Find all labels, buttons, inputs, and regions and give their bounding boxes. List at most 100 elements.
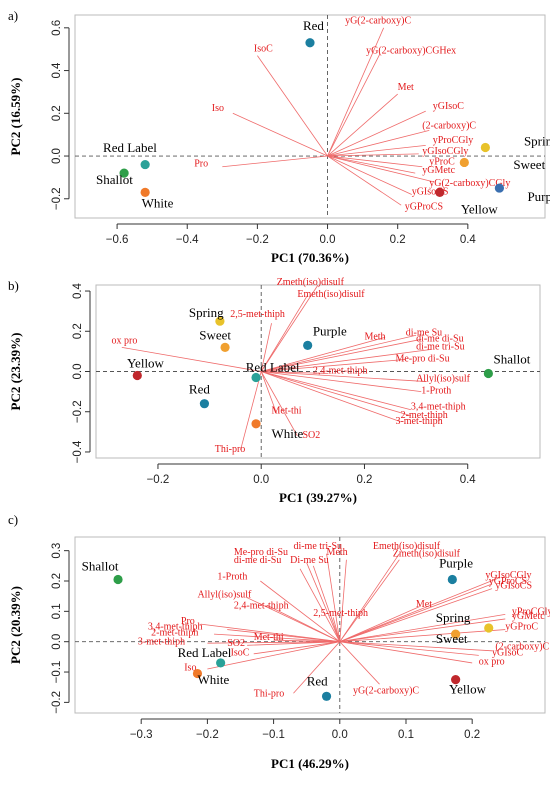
loading-vector bbox=[327, 93, 398, 157]
sample-point bbox=[119, 168, 129, 178]
plot-frame bbox=[74, 536, 546, 714]
loading-vector bbox=[261, 338, 422, 372]
loading-label: IsoC bbox=[254, 43, 273, 54]
loading-vector bbox=[327, 144, 426, 157]
loading-label: Me-pro di-Su bbox=[234, 547, 288, 558]
loading-label: SO2 bbox=[303, 430, 321, 441]
sample-label: Sweet bbox=[513, 157, 545, 172]
loading-label: Met bbox=[416, 599, 432, 610]
loading-vector bbox=[261, 336, 386, 372]
loading-vector bbox=[273, 639, 340, 643]
loading-vector bbox=[247, 641, 340, 646]
sample-point bbox=[484, 623, 494, 633]
loading-vector bbox=[339, 613, 506, 643]
loading-label: Di-me Su bbox=[290, 555, 329, 566]
loading-vector bbox=[339, 577, 499, 643]
x-tick-label: −0.4 bbox=[176, 234, 199, 246]
y-axis-title: PC2 (23.39%) bbox=[8, 333, 23, 411]
y-tick-label: −0.2 bbox=[51, 187, 63, 210]
loading-vector bbox=[339, 588, 493, 643]
y-tick-label: −0.2 bbox=[51, 691, 63, 714]
panel-3: c) −0.3 −0.2 −0.1 0.0 0.1 0.2 −0.2 −0.1 0.0 0.1 0.2… bbox=[8, 512, 550, 771]
loading-vector bbox=[260, 284, 319, 372]
loading-label: 2-met-thiph bbox=[401, 410, 448, 421]
loading-vector bbox=[339, 559, 347, 642]
y-tick-label: 0.0 bbox=[51, 148, 63, 164]
loading-label: yGIsoCGly bbox=[422, 146, 468, 157]
sample-point bbox=[494, 183, 505, 193]
sample-point bbox=[480, 142, 490, 153]
loading-label: 2,5-met-thiph bbox=[230, 309, 285, 320]
loading-vector bbox=[260, 323, 272, 372]
loading-label: Met-thi bbox=[254, 632, 284, 643]
loading-vector bbox=[327, 155, 402, 206]
x-tick-label: −0.2 bbox=[147, 474, 170, 486]
sample-point bbox=[447, 574, 457, 585]
loading-label: yGIsoCGly bbox=[485, 570, 531, 581]
sample-label: Red bbox=[303, 18, 324, 33]
panel-label: c) bbox=[8, 512, 18, 527]
y-tick-label: 0.0 bbox=[72, 364, 84, 380]
sample-point bbox=[321, 691, 332, 701]
loading-vector bbox=[327, 130, 430, 157]
loading-vector bbox=[261, 371, 422, 393]
panel-label: a) bbox=[8, 8, 18, 23]
loading-label: Meth bbox=[327, 547, 348, 558]
loading-label: yGIsoCS bbox=[495, 581, 532, 592]
loading-label: 3-met-thiph bbox=[395, 416, 442, 427]
loading-vector bbox=[207, 641, 340, 670]
loading-vector bbox=[257, 55, 328, 157]
y-tick-label: 0.4 bbox=[72, 282, 84, 299]
sample-label: Spring bbox=[189, 305, 224, 320]
loading-label: 2-met-thiph bbox=[151, 628, 198, 639]
sample-label: Purple bbox=[313, 323, 347, 338]
sample-point bbox=[451, 629, 461, 639]
sample-label: Yellow bbox=[449, 681, 487, 696]
loading-vector bbox=[261, 371, 401, 423]
sample-label: Spring bbox=[436, 610, 471, 625]
sample-point bbox=[140, 187, 150, 197]
sample-label: Shallot bbox=[96, 172, 133, 187]
sample-point bbox=[140, 159, 150, 170]
sample-label: Red Label bbox=[178, 645, 232, 660]
loading-label: Thi-pro bbox=[254, 688, 285, 699]
loading-vector bbox=[306, 562, 341, 642]
loading-vector bbox=[332, 617, 341, 642]
x-tick-label: −0.3 bbox=[130, 729, 153, 741]
sample-point bbox=[215, 316, 225, 326]
loading-vector bbox=[261, 371, 412, 417]
panel-2: b) −0.2 0.0 0.2 0.4 −0.4 −0.2 0.0 0.2 0.4 PC1 (39.… bbox=[8, 277, 541, 505]
loading-label: Met bbox=[398, 82, 414, 93]
sample-label: Sweet bbox=[436, 631, 468, 646]
x-axis-title: PC1 (39.27%) bbox=[279, 490, 357, 505]
loading-vector bbox=[327, 53, 381, 157]
loading-vector bbox=[299, 568, 341, 642]
sample-label: Yellow bbox=[461, 202, 499, 217]
sample-label: Spring bbox=[524, 133, 550, 148]
loading-vector bbox=[261, 371, 427, 382]
x-tick-label: −0.2 bbox=[196, 729, 219, 741]
loading-vector bbox=[213, 633, 340, 643]
loading-label: yProC bbox=[429, 157, 455, 168]
x-axis-title: PC1 (70.36%) bbox=[271, 250, 349, 265]
loading-vector bbox=[260, 371, 298, 437]
sample-point bbox=[199, 399, 210, 409]
loading-label: yGIsoC bbox=[492, 647, 523, 658]
loading-label: Meth bbox=[364, 331, 385, 342]
loading-vector bbox=[339, 641, 380, 685]
loading-vector bbox=[240, 371, 262, 451]
sample-point bbox=[451, 675, 461, 685]
loading-vector bbox=[326, 553, 341, 642]
sample-label: White bbox=[197, 672, 229, 687]
loading-label: 3,4-met-thiph bbox=[148, 622, 203, 633]
loading-vector bbox=[253, 641, 340, 655]
loading-label: SO2 bbox=[227, 638, 245, 649]
sample-label: Shallot bbox=[82, 558, 119, 573]
loading-vector bbox=[339, 606, 420, 643]
loading-vector bbox=[266, 604, 340, 643]
sample-point bbox=[305, 38, 315, 48]
sample-label: Sweet bbox=[199, 327, 231, 342]
loading-vector bbox=[222, 155, 328, 168]
y-tick-label: −0.2 bbox=[72, 400, 84, 423]
loading-vector bbox=[227, 629, 340, 643]
